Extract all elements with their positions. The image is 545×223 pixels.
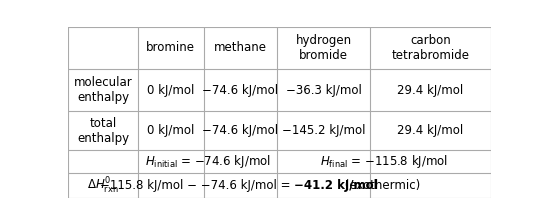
Text: 0 kJ/mol: 0 kJ/mol [147,124,195,137]
Text: 29.4 kJ/mol: 29.4 kJ/mol [397,84,464,97]
Text: (exothermic): (exothermic) [341,179,420,192]
Text: methane: methane [214,41,267,54]
Text: −115.8 kJ/mol − −74.6 kJ/mol =: −115.8 kJ/mol − −74.6 kJ/mol = [100,179,294,192]
Text: −74.6 kJ/mol: −74.6 kJ/mol [203,124,278,137]
Text: total
enthalpy: total enthalpy [77,117,129,145]
Text: −74.6 kJ/mol: −74.6 kJ/mol [203,84,278,97]
Text: −36.3 kJ/mol: −36.3 kJ/mol [286,84,362,97]
Text: hydrogen
bromide: hydrogen bromide [296,34,352,62]
Text: 29.4 kJ/mol: 29.4 kJ/mol [397,124,464,137]
Text: $H_{\mathrm{initial}}$ = −74.6 kJ/mol: $H_{\mathrm{initial}}$ = −74.6 kJ/mol [144,153,271,170]
Text: molecular
enthalpy: molecular enthalpy [74,76,132,104]
Text: $H_{\mathrm{final}}$ = −115.8 kJ/mol: $H_{\mathrm{final}}$ = −115.8 kJ/mol [320,153,448,170]
Text: 0 kJ/mol: 0 kJ/mol [147,84,195,97]
Text: $\Delta H^{0}_{\mathrm{rxn}}$: $\Delta H^{0}_{\mathrm{rxn}}$ [87,176,119,196]
Text: carbon
tetrabromide: carbon tetrabromide [391,34,469,62]
Text: −41.2 kJ/mol: −41.2 kJ/mol [294,179,378,192]
Text: −145.2 kJ/mol: −145.2 kJ/mol [282,124,366,137]
Text: bromine: bromine [146,41,195,54]
